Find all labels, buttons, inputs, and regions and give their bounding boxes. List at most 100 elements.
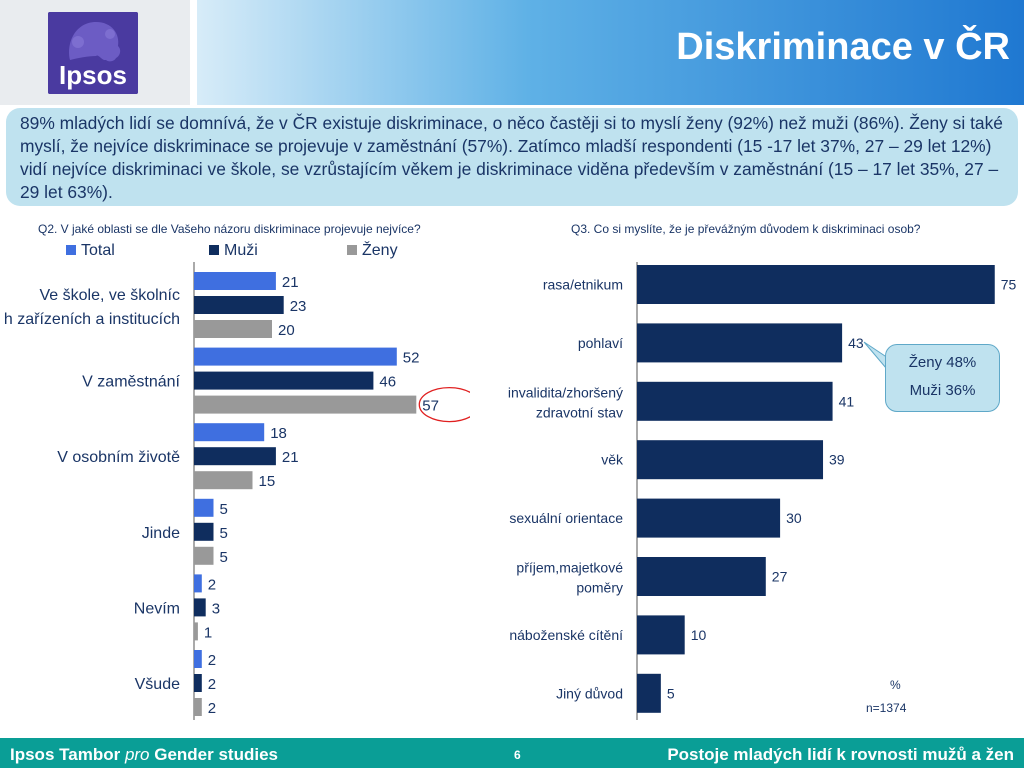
q2-data-label: 21: [282, 274, 299, 291]
q2-data-label: 2: [208, 676, 216, 693]
legend-swatch-total: [66, 245, 76, 255]
q3-category-label: sexuální orientace: [509, 510, 623, 526]
q2-data-label: 57: [422, 398, 439, 415]
header-divider: [190, 0, 197, 105]
q2-bar: [194, 546, 214, 565]
legend-label-muzi: Muži: [224, 242, 258, 259]
q2-data-label: 23: [290, 298, 307, 315]
q2-bar: [194, 347, 397, 366]
page-title: Diskriminace v ČR: [676, 26, 1010, 68]
q2-bar: [194, 447, 276, 466]
legend-item-total: Total: [66, 242, 115, 260]
q2-bar-chart: Ve škole, ve školníc h zařízeních a insti…: [4, 262, 470, 720]
q3-data-label: 41: [839, 393, 855, 409]
q3-bar: [637, 557, 766, 596]
legend-swatch-muzi: [209, 245, 219, 255]
q2-data-label: 2: [208, 652, 216, 669]
q2-category-label: V osobním životě: [57, 449, 180, 466]
q2-data-label: 21: [282, 449, 299, 466]
footer-right-text: Postoje mladých lidí k rovnosti mužů a ž…: [667, 745, 1014, 764]
q2-bar: [194, 296, 284, 314]
q2-bar: [194, 320, 272, 338]
q3-category-label: rasa/etnikum: [543, 277, 623, 293]
q2-bar: [194, 395, 417, 414]
q2-bar: [194, 574, 202, 593]
q3-bar: [637, 673, 661, 713]
q2-bar: [194, 674, 202, 692]
page-number: 6: [514, 748, 521, 762]
q2-data-label: 5: [220, 501, 228, 518]
q2-data-label: 52: [403, 350, 420, 367]
q2-bar: [194, 598, 206, 617]
q3-category-label: náboženské cítění: [509, 627, 623, 643]
q2-data-label: 1: [204, 624, 212, 641]
q3-bar: [637, 323, 843, 363]
q3-data-label: 27: [772, 569, 788, 585]
q3-data-label: 10: [691, 627, 707, 643]
q2-data-label: 18: [270, 425, 287, 442]
legend-label-total: Total: [81, 242, 115, 259]
q2-title: Q2. V jaké oblasti se dle Vašeho názoru …: [38, 222, 421, 236]
legend-item-zeny: Ženy: [347, 242, 398, 260]
q2-data-label: 15: [259, 473, 276, 490]
callout-line-zeny: Ženy 48%: [908, 354, 977, 371]
q2-category-label: Jinde: [142, 525, 180, 542]
summary-box: 89% mladých lidí se domnívá, že v ČR exi…: [6, 108, 1018, 206]
legend-label-zeny: Ženy: [362, 242, 398, 259]
q3-data-label: 30: [786, 510, 802, 526]
q2-bar: [194, 471, 253, 490]
q3-category-label: příjem,majetkové: [516, 560, 623, 576]
q3-category-label: poměry: [576, 580, 623, 596]
q3-data-label: 75: [1001, 277, 1017, 293]
q2-category-label: Nevím: [134, 600, 180, 617]
header: Ipsos Diskriminace v ČR: [0, 0, 1024, 105]
q3-bar: [637, 498, 781, 538]
logo-text: Ipsos: [59, 60, 127, 90]
q2-bar: [194, 698, 202, 716]
q3-category-label: invalidita/zhoršený: [508, 384, 623, 400]
q2-category-label: h zařízeních a institucích: [4, 311, 180, 328]
q3-data-label: 39: [829, 452, 845, 468]
footer: Ipsos Tambor pro Gender studies 6 Postoj…: [0, 738, 1024, 768]
percent-note: %: [890, 678, 901, 692]
q2-category-label: Všude: [135, 676, 180, 693]
q2-data-label: 46: [379, 374, 396, 391]
q2-category-label: V zaměstnání: [82, 374, 180, 391]
q2-bar: [194, 272, 276, 290]
ipsos-logo: Ipsos: [48, 12, 138, 94]
q3-bar: [637, 265, 995, 304]
footer-left-text: Ipsos Tambor pro Gender studies: [10, 745, 278, 765]
q2-bar: [194, 622, 198, 641]
q2-data-label: 2: [208, 700, 216, 717]
callout-box: Ženy 48% Muži 36%: [885, 344, 1000, 412]
footer-left-suffix: Gender studies: [149, 745, 278, 764]
q3-title: Q3. Co si myslíte, že je převážným důvod…: [571, 222, 921, 236]
q3-bar: [637, 615, 685, 655]
footer-left-prefix: Ipsos Tambor: [10, 745, 125, 764]
q2-category-label: Ve škole, ve školníc: [39, 287, 180, 304]
q2-data-label: 3: [212, 600, 220, 617]
footer-left-italic: pro: [124, 745, 150, 764]
q3-bar: [637, 381, 833, 421]
q2-data-label: 5: [220, 525, 228, 542]
q3-bar: [637, 440, 824, 480]
callout-line-muzi: Muži 36%: [909, 382, 976, 399]
legend-swatch-zeny: [347, 245, 357, 255]
q2-data-label: 2: [208, 576, 216, 593]
q2-bar: [194, 498, 214, 517]
q2-bar: [194, 371, 374, 390]
header-logo-area: Ipsos: [0, 0, 190, 105]
q2-highlight-circle: [418, 386, 470, 423]
q2-data-label: 5: [220, 549, 228, 566]
logo-face-icon: [48, 12, 138, 94]
q2-data-label: 20: [278, 322, 295, 339]
q3-category-label: zdravotní stav: [536, 404, 623, 420]
legend-item-muzi: Muži: [209, 242, 258, 260]
q2-bar: [194, 650, 202, 668]
q3-data-label: 5: [667, 685, 675, 701]
sample-size-note: n=1374: [866, 701, 907, 715]
q3-category-label: věk: [601, 452, 624, 468]
q2-bar: [194, 423, 265, 442]
header-band: [197, 0, 1024, 105]
q3-category-label: pohlaví: [578, 335, 623, 351]
